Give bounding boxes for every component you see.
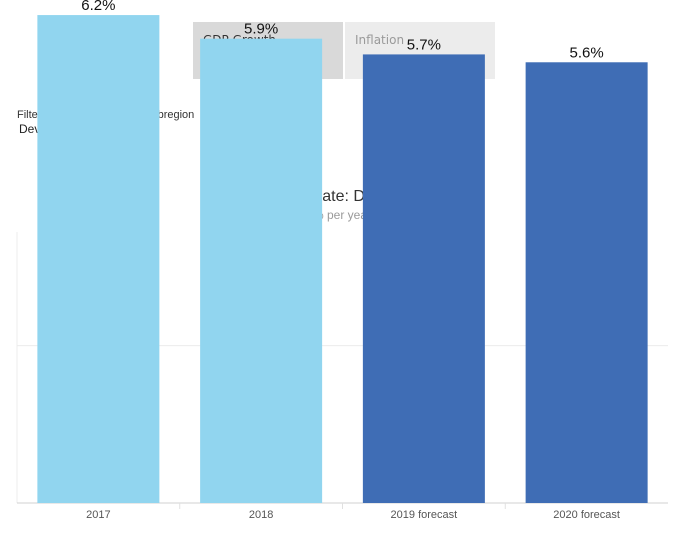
x-tick-label: 2019 forecast	[391, 509, 458, 521]
bar-2018	[200, 38, 323, 504]
data-label: 6.2%	[81, 0, 115, 14]
x-tick-label: 2017	[86, 509, 110, 521]
chart-subtitle: (% per year)	[308, 208, 376, 222]
data-label: 5.7%	[407, 36, 441, 53]
bar-2019-forecast	[362, 54, 485, 503]
bar-2020-forecast	[525, 62, 648, 503]
data-label: 5.9%	[244, 21, 278, 38]
x-tick-label: 2020 forecast	[553, 509, 620, 521]
data-label: 5.6%	[570, 44, 604, 61]
x-tick-label: 2018	[249, 509, 273, 521]
bar-2017	[37, 15, 160, 504]
